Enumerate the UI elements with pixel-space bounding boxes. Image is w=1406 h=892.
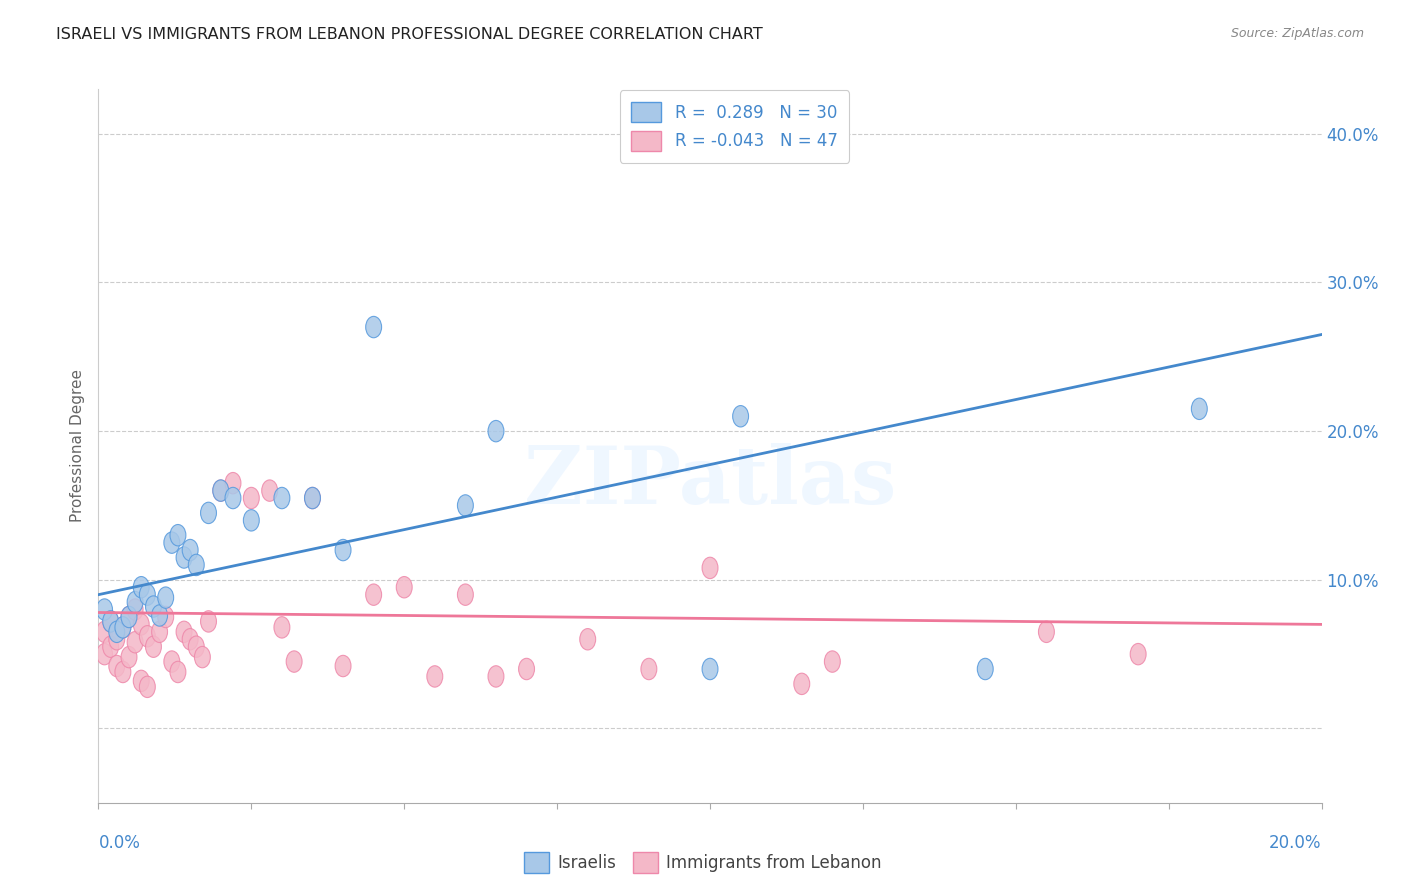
Ellipse shape xyxy=(212,480,229,501)
Ellipse shape xyxy=(1130,643,1146,665)
Ellipse shape xyxy=(396,576,412,598)
Ellipse shape xyxy=(139,625,155,647)
Ellipse shape xyxy=(794,673,810,695)
Ellipse shape xyxy=(115,616,131,638)
Ellipse shape xyxy=(115,616,131,638)
Ellipse shape xyxy=(305,487,321,508)
Text: ZIPatlas: ZIPatlas xyxy=(524,442,896,521)
Ellipse shape xyxy=(457,495,474,516)
Ellipse shape xyxy=(165,532,180,553)
Ellipse shape xyxy=(121,607,136,628)
Legend: R =  0.289   N = 30, R = -0.043   N = 47: R = 0.289 N = 30, R = -0.043 N = 47 xyxy=(620,90,849,162)
Ellipse shape xyxy=(176,547,193,568)
Ellipse shape xyxy=(165,651,180,673)
Ellipse shape xyxy=(103,636,118,657)
Ellipse shape xyxy=(243,487,259,508)
Ellipse shape xyxy=(152,621,167,642)
Ellipse shape xyxy=(139,676,155,698)
Ellipse shape xyxy=(108,621,125,642)
Ellipse shape xyxy=(97,599,112,620)
Ellipse shape xyxy=(488,420,503,442)
Ellipse shape xyxy=(201,502,217,524)
Ellipse shape xyxy=(305,487,321,508)
Ellipse shape xyxy=(157,607,174,628)
Ellipse shape xyxy=(134,576,149,598)
Text: Source: ZipAtlas.com: Source: ZipAtlas.com xyxy=(1230,27,1364,40)
Ellipse shape xyxy=(176,621,193,642)
Ellipse shape xyxy=(201,611,217,632)
Ellipse shape xyxy=(366,317,381,338)
Ellipse shape xyxy=(274,487,290,508)
Ellipse shape xyxy=(103,611,118,632)
Text: 20.0%: 20.0% xyxy=(1270,834,1322,852)
Ellipse shape xyxy=(188,636,204,657)
Ellipse shape xyxy=(183,629,198,650)
Text: 0.0%: 0.0% xyxy=(98,834,141,852)
Ellipse shape xyxy=(641,658,657,680)
Ellipse shape xyxy=(335,540,352,561)
Ellipse shape xyxy=(1191,398,1208,419)
Ellipse shape xyxy=(427,665,443,687)
Legend: Israelis, Immigrants from Lebanon: Israelis, Immigrants from Lebanon xyxy=(517,846,889,880)
Ellipse shape xyxy=(115,661,131,682)
Ellipse shape xyxy=(519,658,534,680)
Ellipse shape xyxy=(579,629,596,650)
Ellipse shape xyxy=(733,406,748,427)
Y-axis label: Professional Degree: Professional Degree xyxy=(70,369,86,523)
Ellipse shape xyxy=(134,614,149,635)
Ellipse shape xyxy=(170,661,186,682)
Ellipse shape xyxy=(97,621,112,642)
Ellipse shape xyxy=(1039,621,1054,642)
Ellipse shape xyxy=(121,647,136,668)
Ellipse shape xyxy=(212,480,229,501)
Ellipse shape xyxy=(145,596,162,617)
Ellipse shape xyxy=(188,554,204,575)
Ellipse shape xyxy=(488,665,503,687)
Ellipse shape xyxy=(157,587,174,608)
Ellipse shape xyxy=(183,540,198,561)
Ellipse shape xyxy=(702,558,718,579)
Ellipse shape xyxy=(127,591,143,613)
Ellipse shape xyxy=(170,524,186,546)
Ellipse shape xyxy=(97,643,112,665)
Ellipse shape xyxy=(243,509,259,531)
Ellipse shape xyxy=(366,584,381,606)
Ellipse shape xyxy=(145,636,162,657)
Ellipse shape xyxy=(194,647,211,668)
Ellipse shape xyxy=(262,480,277,501)
Ellipse shape xyxy=(103,611,118,632)
Ellipse shape xyxy=(108,629,125,650)
Ellipse shape xyxy=(225,487,240,508)
Ellipse shape xyxy=(457,584,474,606)
Ellipse shape xyxy=(121,607,136,628)
Ellipse shape xyxy=(274,616,290,638)
Ellipse shape xyxy=(127,599,143,620)
Ellipse shape xyxy=(335,656,352,677)
Ellipse shape xyxy=(977,658,993,680)
Ellipse shape xyxy=(702,658,718,680)
Ellipse shape xyxy=(139,584,155,606)
Ellipse shape xyxy=(824,651,841,673)
Ellipse shape xyxy=(134,670,149,691)
Ellipse shape xyxy=(108,656,125,677)
Ellipse shape xyxy=(127,632,143,653)
Text: ISRAELI VS IMMIGRANTS FROM LEBANON PROFESSIONAL DEGREE CORRELATION CHART: ISRAELI VS IMMIGRANTS FROM LEBANON PROFE… xyxy=(56,27,763,42)
Ellipse shape xyxy=(152,605,167,626)
Ellipse shape xyxy=(287,651,302,673)
Ellipse shape xyxy=(225,473,240,494)
